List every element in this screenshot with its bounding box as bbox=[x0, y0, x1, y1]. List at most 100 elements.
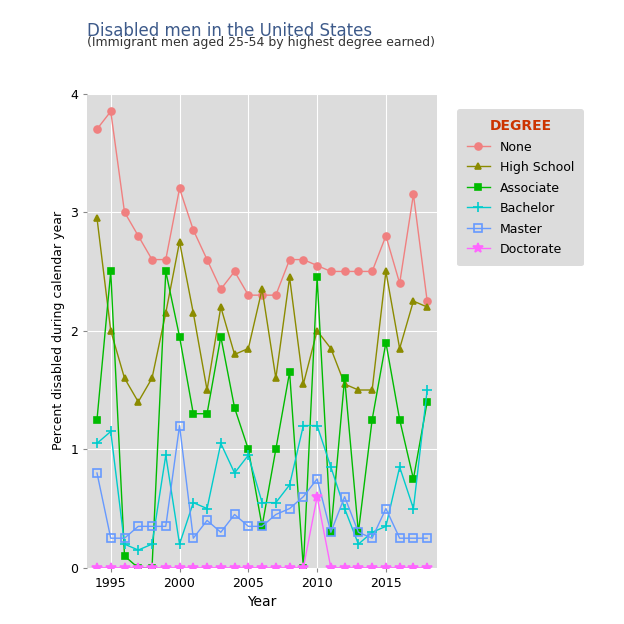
Master bbox=[135, 523, 142, 530]
High School bbox=[286, 273, 293, 281]
Bachelor bbox=[286, 481, 293, 489]
Doctorate bbox=[354, 564, 362, 572]
None bbox=[286, 256, 293, 263]
Master bbox=[203, 517, 211, 524]
Bachelor bbox=[121, 540, 129, 548]
Y-axis label: Percent disabled during calendar year: Percent disabled during calendar year bbox=[52, 211, 65, 451]
Associate bbox=[231, 404, 238, 412]
High School bbox=[410, 298, 417, 305]
Doctorate bbox=[231, 564, 238, 572]
Bachelor bbox=[217, 439, 225, 447]
None bbox=[410, 191, 417, 198]
Line: High School: High School bbox=[94, 215, 431, 406]
Line: Associate: Associate bbox=[94, 268, 431, 572]
Line: Doctorate: Doctorate bbox=[92, 492, 432, 573]
Master bbox=[286, 505, 293, 512]
Doctorate bbox=[313, 493, 321, 500]
Bachelor bbox=[162, 452, 170, 459]
Bachelor bbox=[135, 547, 142, 554]
Master bbox=[93, 469, 100, 477]
Associate bbox=[424, 398, 431, 406]
High School bbox=[341, 380, 348, 388]
Associate bbox=[313, 273, 321, 281]
High School bbox=[176, 238, 183, 245]
Associate bbox=[203, 410, 211, 417]
Doctorate bbox=[410, 564, 417, 572]
High School bbox=[135, 398, 142, 406]
Associate bbox=[300, 564, 307, 572]
High School bbox=[272, 374, 280, 382]
High School bbox=[107, 327, 114, 334]
Doctorate bbox=[176, 564, 183, 572]
High School bbox=[93, 214, 100, 222]
Associate bbox=[368, 416, 376, 424]
X-axis label: Year: Year bbox=[247, 595, 277, 610]
Bachelor bbox=[382, 523, 389, 530]
Associate bbox=[341, 374, 348, 382]
Bachelor bbox=[424, 386, 431, 394]
None bbox=[231, 268, 238, 275]
Master bbox=[300, 493, 307, 500]
Doctorate bbox=[190, 564, 197, 572]
Bachelor bbox=[368, 529, 376, 536]
None bbox=[203, 256, 211, 263]
Bachelor bbox=[272, 499, 280, 507]
None bbox=[93, 125, 100, 133]
None bbox=[258, 291, 266, 299]
Doctorate bbox=[149, 564, 156, 572]
None bbox=[107, 108, 114, 115]
High School bbox=[231, 351, 238, 358]
Doctorate bbox=[217, 564, 225, 572]
Master bbox=[176, 422, 183, 429]
Doctorate bbox=[107, 564, 114, 572]
Bachelor bbox=[396, 463, 403, 471]
None bbox=[135, 232, 142, 240]
Associate bbox=[354, 529, 362, 536]
High School bbox=[354, 386, 362, 394]
None bbox=[176, 185, 183, 192]
Associate bbox=[382, 339, 389, 346]
Doctorate bbox=[327, 564, 334, 572]
Master bbox=[382, 505, 389, 512]
Master bbox=[327, 529, 334, 536]
Bachelor bbox=[258, 499, 266, 507]
Associate bbox=[93, 416, 100, 424]
Line: None: None bbox=[94, 108, 431, 305]
Line: Master: Master bbox=[93, 421, 431, 542]
None bbox=[368, 268, 376, 275]
Doctorate bbox=[286, 564, 293, 572]
Associate bbox=[327, 529, 334, 536]
Associate bbox=[217, 333, 225, 341]
High School bbox=[327, 344, 334, 352]
None bbox=[341, 268, 348, 275]
Doctorate bbox=[203, 564, 211, 572]
Associate bbox=[176, 333, 183, 341]
Master bbox=[341, 493, 348, 500]
Master bbox=[313, 475, 321, 483]
Associate bbox=[121, 552, 129, 560]
Associate bbox=[135, 564, 142, 572]
Doctorate bbox=[135, 564, 142, 572]
Text: (Immigrant men aged 25-54 by highest degree earned): (Immigrant men aged 25-54 by highest deg… bbox=[87, 36, 436, 49]
Bachelor bbox=[176, 540, 183, 548]
Master bbox=[149, 523, 156, 530]
None bbox=[354, 268, 362, 275]
Associate bbox=[396, 416, 403, 424]
Bachelor bbox=[313, 422, 321, 429]
Doctorate bbox=[162, 564, 170, 572]
Doctorate bbox=[396, 564, 403, 572]
Legend: None, High School, Associate, Bachelor, Master, Doctorate: None, High School, Associate, Bachelor, … bbox=[457, 109, 584, 266]
Master bbox=[162, 523, 170, 530]
None bbox=[313, 262, 321, 270]
None bbox=[245, 291, 252, 299]
Doctorate bbox=[341, 564, 348, 572]
Doctorate bbox=[93, 564, 100, 572]
None bbox=[396, 280, 403, 287]
Bachelor bbox=[327, 463, 334, 471]
Bachelor bbox=[341, 505, 348, 512]
Text: Disabled men in the United States: Disabled men in the United States bbox=[87, 22, 373, 40]
Doctorate bbox=[424, 564, 431, 572]
None bbox=[121, 208, 129, 216]
Master bbox=[272, 510, 280, 518]
Master bbox=[190, 534, 197, 542]
